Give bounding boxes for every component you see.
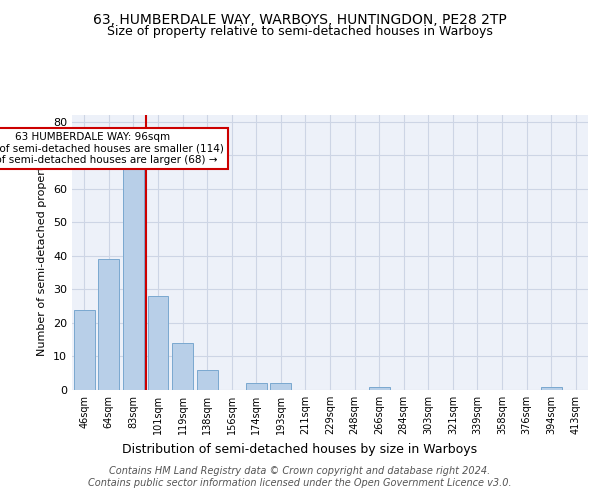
Bar bbox=[148, 296, 169, 390]
Bar bbox=[368, 386, 389, 390]
Bar bbox=[98, 259, 119, 390]
Text: Size of property relative to semi-detached houses in Warboys: Size of property relative to semi-detach… bbox=[107, 25, 493, 38]
Bar bbox=[246, 384, 267, 390]
Bar bbox=[197, 370, 218, 390]
Bar bbox=[172, 343, 193, 390]
Text: 63, HUMBERDALE WAY, WARBOYS, HUNTINGDON, PE28 2TP: 63, HUMBERDALE WAY, WARBOYS, HUNTINGDON,… bbox=[93, 12, 507, 26]
Y-axis label: Number of semi-detached properties: Number of semi-detached properties bbox=[37, 150, 47, 356]
Text: Contains HM Land Registry data © Crown copyright and database right 2024.
Contai: Contains HM Land Registry data © Crown c… bbox=[88, 466, 512, 487]
Text: 63 HUMBERDALE WAY: 96sqm
← 62% of semi-detached houses are smaller (114)
37% of : 63 HUMBERDALE WAY: 96sqm ← 62% of semi-d… bbox=[0, 132, 224, 165]
Bar bbox=[74, 310, 95, 390]
Bar bbox=[123, 138, 144, 390]
Bar bbox=[271, 384, 292, 390]
Bar bbox=[541, 386, 562, 390]
Text: Distribution of semi-detached houses by size in Warboys: Distribution of semi-detached houses by … bbox=[122, 442, 478, 456]
